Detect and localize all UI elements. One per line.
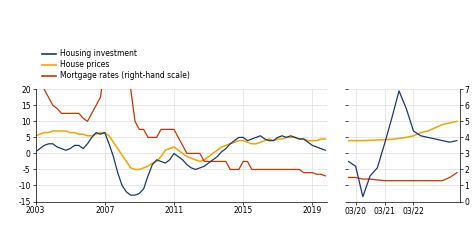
Legend: Housing investment, House prices, Mortgage rates (right-hand scale): Housing investment, House prices, Mortga… — [39, 46, 193, 83]
